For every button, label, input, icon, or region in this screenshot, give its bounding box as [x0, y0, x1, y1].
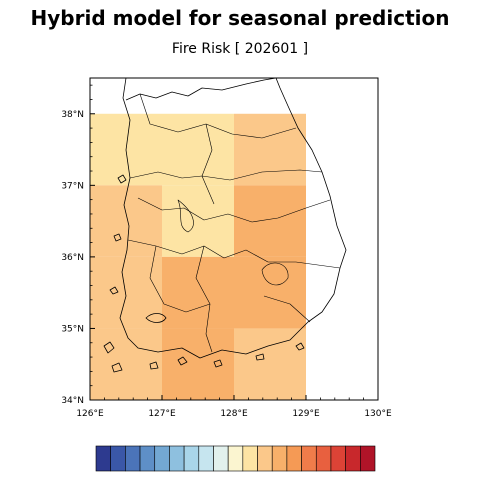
colorbar-swatch — [154, 445, 170, 472]
lon-tick-label: 127°E — [148, 409, 176, 419]
lat-tick-label: 35°N — [61, 324, 84, 334]
risk-cell — [234, 256, 306, 329]
risk-cell — [162, 256, 234, 329]
colorbar-swatch — [95, 445, 111, 472]
chart-subtitle: Fire Risk [ 202601 ] — [171, 41, 309, 57]
coastline — [103, 77, 347, 373]
colorbar-swatch — [125, 445, 141, 472]
risk-cell — [234, 328, 306, 400]
colorbar-swatch — [286, 445, 302, 472]
colorbar-swatch — [227, 445, 244, 472]
lon-tick-label: 128°E — [220, 409, 248, 419]
risk-cell — [234, 185, 306, 257]
lat-tick-label: 34°N — [61, 396, 84, 406]
province-borders — [127, 93, 341, 353]
colorbar-swatch — [139, 445, 156, 472]
chart-title: Hybrid model for seasonal prediction — [30, 6, 450, 30]
risk-grid-cells — [90, 113, 306, 400]
lat-tick-label: 38°N — [61, 110, 84, 120]
colorbar-swatch — [301, 445, 317, 472]
lat-tick-label: 36°N — [61, 253, 84, 263]
colorbar-swatch — [242, 445, 258, 472]
risk-cell — [162, 113, 234, 186]
latitude-axis: 34°N 35°N 36°N 37°N 38°N — [61, 84, 95, 406]
colorbar-swatch — [257, 445, 273, 472]
colorbar-swatch — [198, 445, 214, 472]
colorbar-swatch — [360, 445, 376, 472]
colorbar-swatch — [110, 445, 126, 472]
lon-tick-label: 129°E — [292, 409, 320, 419]
lat-tick-label: 37°N — [61, 181, 84, 191]
lon-tick-label: 130°E — [364, 409, 392, 419]
colorbar — [95, 445, 376, 472]
colorbar-swatch — [183, 445, 200, 472]
colorbar-swatch — [169, 445, 185, 472]
lon-tick-label: 126°E — [76, 409, 104, 419]
risk-cell — [90, 328, 162, 400]
colorbar-swatch — [330, 445, 346, 472]
colorbar-swatch — [345, 445, 361, 472]
colorbar-swatch — [271, 445, 288, 472]
colorbar-swatch — [315, 445, 332, 472]
longitude-axis: 126°E 127°E 128°E 129°E 130°E — [76, 395, 392, 419]
risk-cell — [162, 185, 234, 257]
risk-cell — [234, 113, 306, 186]
colorbar-swatch — [213, 445, 229, 472]
risk-cell — [162, 328, 234, 400]
risk-cell — [90, 256, 162, 329]
